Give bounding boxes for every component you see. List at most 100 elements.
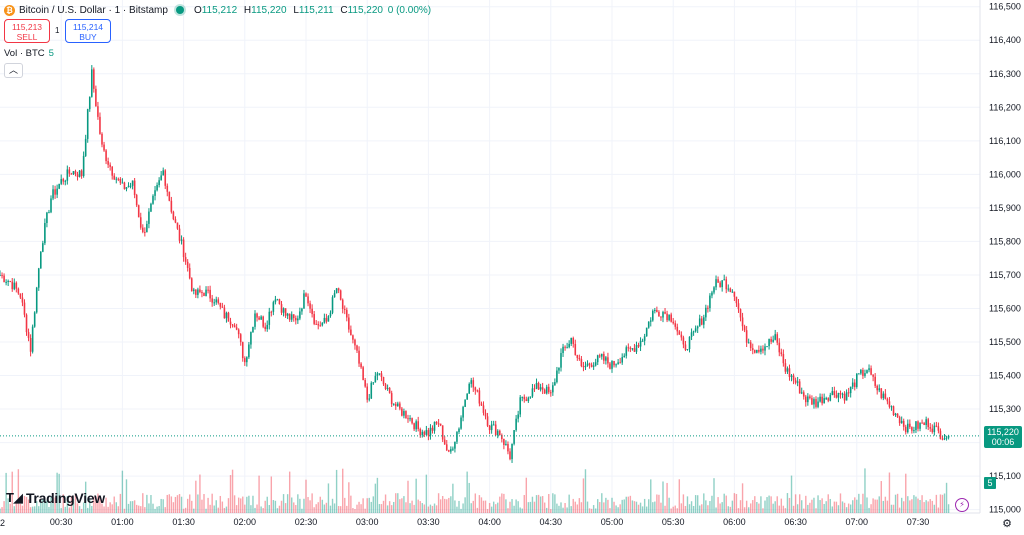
time-axis[interactable]: 00:30 01:00 01:30 02:00 02:30 03:00 03:30 04:00…	[50, 517, 929, 527]
buy-price: 115,214	[72, 22, 104, 32]
candle-body	[272, 302, 275, 312]
volume-bar	[907, 496, 909, 513]
candle-body	[48, 212, 50, 214]
volume-bar	[390, 505, 393, 513]
volume-bar	[91, 506, 93, 513]
candle-body	[833, 391, 836, 396]
candle-body	[17, 288, 20, 294]
candle-body	[60, 179, 62, 184]
symbol-title[interactable]: Bitcoin / U.S. Dollar · 1 · Bitstamp	[19, 4, 168, 16]
candle-body	[756, 349, 758, 353]
volume-bar	[178, 494, 181, 513]
candle-body	[525, 399, 528, 402]
candle-body	[788, 368, 791, 377]
volume-bar	[574, 501, 576, 513]
volume-bar	[668, 497, 670, 513]
candle-body	[115, 178, 118, 180]
sell-button[interactable]: 115,213 SELL	[4, 19, 50, 43]
candle-body	[3, 275, 5, 283]
candle-body	[180, 239, 183, 241]
time-tick-label: 06:00	[723, 517, 746, 527]
candle-body	[362, 367, 364, 381]
candle-body	[252, 326, 254, 333]
candle-body	[499, 430, 501, 436]
candle-body	[150, 203, 152, 212]
volume-bar	[327, 483, 330, 513]
volume-bar	[454, 500, 456, 513]
candle-body	[274, 299, 277, 303]
candle-body	[23, 302, 26, 315]
volume-bar	[456, 506, 458, 513]
volume-bar	[590, 508, 593, 513]
buy-button[interactable]: 115,214 BUY	[65, 19, 111, 43]
candle-body	[603, 353, 605, 361]
candle-body	[468, 383, 470, 394]
candle-body	[217, 299, 220, 303]
volume-bar	[627, 496, 630, 513]
volume-bar	[533, 501, 536, 513]
volume-bar	[537, 494, 540, 513]
candle-body	[576, 355, 579, 359]
candle-body	[541, 387, 544, 390]
candle-body	[184, 257, 187, 262]
volume-bar	[248, 495, 250, 513]
price-tick-label: 116,500	[989, 2, 1021, 12]
volume-bar	[23, 495, 26, 513]
tradingview-logo[interactable]: T◢ TradingView	[6, 490, 105, 506]
candle-body	[529, 396, 532, 398]
volume-bar	[299, 498, 301, 513]
volume-bar	[819, 500, 821, 513]
volume-bar	[566, 507, 568, 513]
candle-body	[768, 339, 770, 347]
brand-name: TradingView	[25, 490, 105, 506]
candle-body	[374, 375, 377, 383]
volume-value-label: 5	[984, 477, 996, 489]
bitcoin-icon: ₿	[4, 4, 15, 16]
volume-bar	[641, 506, 644, 513]
candle-body	[260, 316, 262, 320]
spread-value: 1	[55, 26, 60, 35]
candle-body	[929, 427, 932, 429]
candle-body	[129, 185, 132, 187]
gear-icon[interactable]: ⚙	[1002, 518, 1012, 530]
candle-body	[476, 390, 479, 392]
bolt-icon[interactable]: ⚡	[955, 498, 969, 512]
volume-bar	[446, 499, 448, 513]
candle-body	[719, 282, 721, 288]
volume-bar	[258, 475, 260, 513]
candle-body	[647, 321, 650, 328]
volume-bar	[144, 507, 146, 513]
candle-body	[733, 291, 736, 297]
candle-body	[649, 320, 652, 322]
candle-body	[80, 170, 83, 177]
market-status-icon[interactable]	[175, 6, 184, 14]
candle-body	[486, 416, 489, 426]
candle-body	[580, 359, 583, 367]
volume-bar	[78, 506, 81, 513]
collapse-legend-button[interactable]: ︿	[4, 63, 23, 78]
price-tick-label: 115,700	[989, 270, 1021, 280]
volume-bar	[876, 499, 878, 513]
volume-bar	[625, 496, 627, 513]
volume-bar	[896, 493, 899, 513]
candle-body	[805, 396, 807, 403]
candle-body	[431, 427, 434, 431]
candle-body	[284, 308, 287, 316]
volume-bar	[441, 496, 444, 513]
volume-bar	[913, 495, 915, 513]
volume-bar	[745, 500, 748, 513]
tradingview-logo-icon: T◢	[6, 490, 23, 505]
candle-body	[817, 401, 819, 407]
volume-legend[interactable]: Vol · BTC 5	[4, 48, 54, 59]
volume-bar	[40, 499, 42, 513]
volume-bar	[266, 496, 268, 513]
candle-body	[925, 419, 927, 425]
volume-bar	[535, 495, 538, 513]
volume-bar	[366, 498, 368, 513]
volume-bar	[580, 502, 583, 513]
volume-bar	[286, 494, 289, 513]
volume-bar	[207, 497, 209, 513]
volume-bar	[437, 493, 440, 513]
volume-bar	[407, 480, 409, 513]
